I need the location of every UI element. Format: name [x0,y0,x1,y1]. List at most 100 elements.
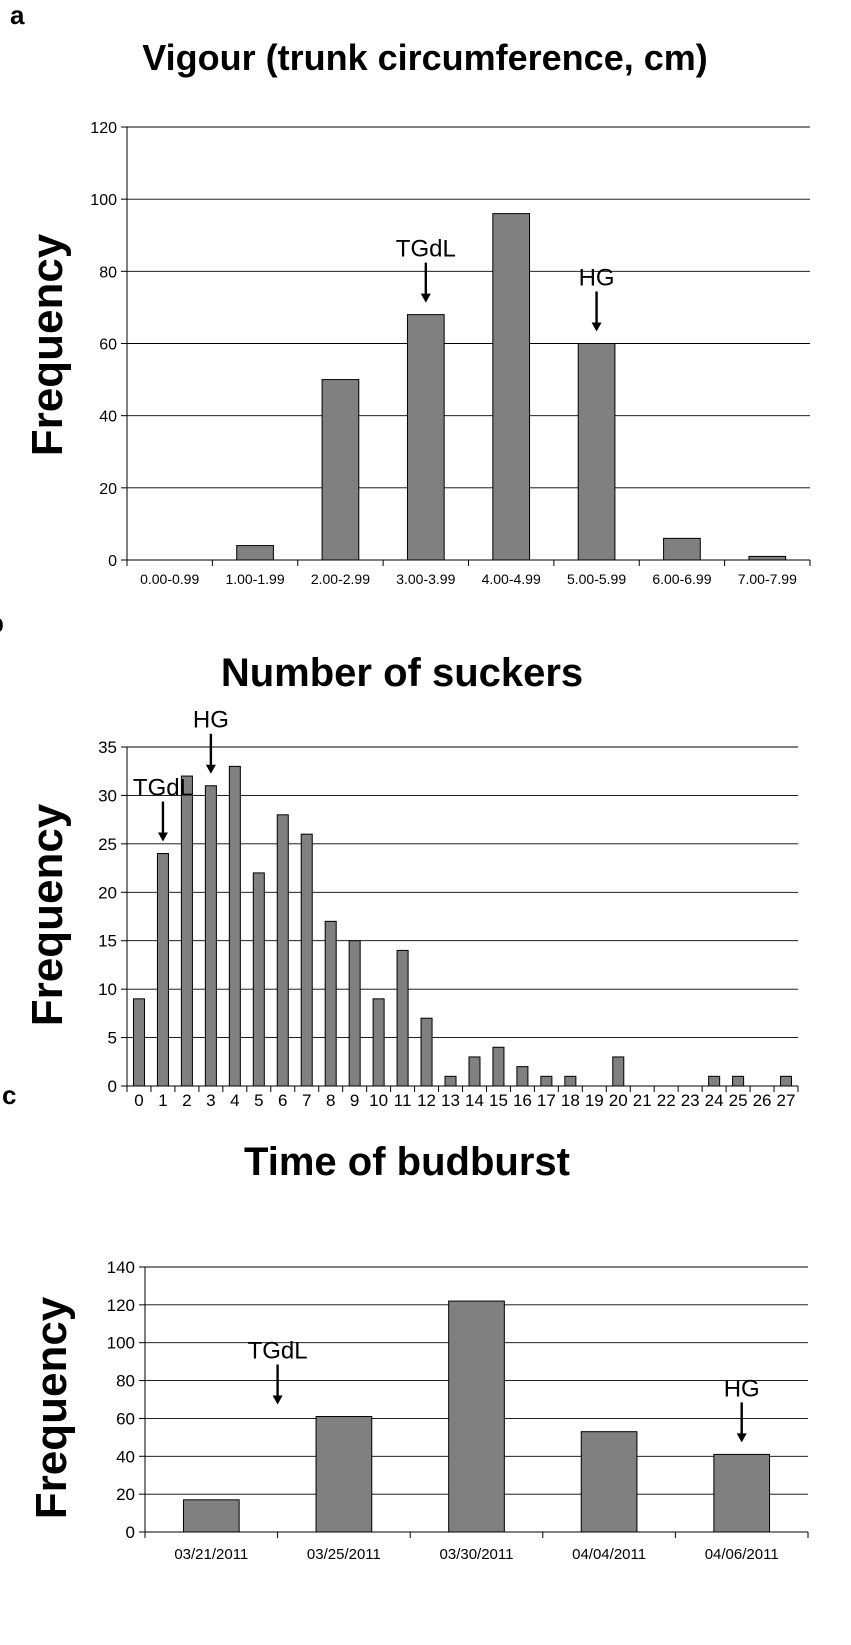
bar-10 [372,998,385,1087]
annotation-tgdl: TGdL [133,775,193,802]
x-tick-label: 4 [230,1091,239,1110]
bar-13 [444,1075,457,1087]
x-tick-label: 04/04/2011 [572,1546,646,1563]
y-axis-label: Frequency [27,1296,76,1519]
bar-04/06/2011 [713,1453,771,1533]
bar-03/25/2011 [315,1416,373,1533]
x-tick-label: 11 [394,1091,412,1110]
bar-24 [708,1075,721,1087]
annotation-hg: HG [724,1375,760,1402]
panel-label: b [0,608,4,638]
bar-15 [492,1046,505,1087]
x-tick-label: 6 [278,1091,287,1110]
bar-20 [612,1056,625,1087]
x-tick-label: 7 [302,1091,311,1110]
x-tick-label: 8 [326,1091,335,1110]
bar-3.00-3.99 [406,314,445,561]
bar-3 [204,785,217,1087]
x-tick-label: 9 [350,1091,359,1110]
bar-2 [180,775,193,1087]
x-tick-label: 19 [585,1091,604,1110]
bar-6.00-6.99 [663,537,701,561]
y-tick-label: 0 [108,1077,117,1096]
bar-4 [228,765,241,1087]
annotation-hg: HG [579,265,615,292]
y-tick-label: 80 [99,264,117,281]
bar-03/21/2011 [182,1499,240,1533]
x-tick-label: 27 [777,1091,796,1110]
y-tick-label: 5 [108,1029,117,1048]
bar-18 [564,1075,577,1087]
y-tick-label: 25 [98,835,117,854]
bar-5.00-5.99 [577,343,616,561]
y-tick-label: 100 [107,1334,135,1353]
chart-title: Vigour (trunk circumference, cm) [142,37,708,78]
x-tick-label: 20 [609,1091,628,1110]
y-tick-label: 140 [107,1258,135,1277]
bar-14 [468,1056,481,1087]
y-tick-label: 35 [98,738,117,757]
y-tick-label: 100 [90,192,117,209]
x-tick-label: 17 [537,1091,556,1110]
x-tick-label: 6.00-6.99 [652,571,711,587]
x-tick-label: 23 [681,1091,700,1110]
y-tick-label: 60 [99,337,117,354]
bar-16 [516,1066,529,1087]
panel-label: a [10,0,25,30]
x-tick-label: 14 [465,1091,484,1110]
bar-1.00-1.99 [236,545,274,561]
y-tick-label: 15 [98,932,117,951]
bar-5 [252,872,265,1087]
bar-2.00-2.99 [321,379,360,561]
annotation-tgdl: TGdL [248,1338,308,1365]
x-tick-label: 21 [633,1091,652,1110]
x-tick-label: 03/21/2011 [174,1546,248,1563]
x-tick-label: 2.00-2.99 [311,571,370,587]
x-tick-label: 15 [489,1091,508,1110]
arrow-head [157,832,168,842]
bar-1 [156,853,169,1087]
x-tick-label: 3 [206,1091,215,1110]
chart-b: bNumber of suckersFrequency0510152025303… [0,608,799,1110]
y-tick-label: 30 [98,786,117,805]
x-tick-label: 5.00-5.99 [567,571,626,587]
annotation-tgdl: TGdL [396,236,456,263]
bar-0 [132,998,145,1087]
bar-17 [540,1075,553,1087]
x-tick-label: 16 [513,1091,532,1110]
x-tick-label: 3.00-3.99 [396,571,455,587]
bar-25 [732,1075,745,1087]
arrow-head [205,764,216,774]
x-tick-label: 13 [441,1091,460,1110]
x-tick-label: 10 [369,1091,388,1110]
y-tick-label: 20 [98,883,117,902]
y-tick-label: 40 [99,409,117,426]
chart-title: Time of budburst [244,1140,570,1184]
bar-9 [348,940,361,1087]
x-tick-label: 2 [182,1091,191,1110]
y-tick-label: 80 [116,1372,135,1391]
x-tick-label: 0 [134,1091,143,1110]
x-tick-label: 26 [753,1091,772,1110]
chart-title: Number of suckers [221,651,583,695]
y-axis-label: Frequency [23,233,72,456]
arrow-head [420,293,431,303]
x-tick-label: 04/06/2011 [705,1546,779,1563]
bar-8 [324,920,337,1087]
x-tick-label: 7.00-7.99 [738,571,797,587]
y-tick-label: 10 [98,980,117,999]
x-tick-label: 0.00-0.99 [140,571,199,587]
bar-4.00-4.99 [492,213,531,561]
y-tick-label: 0 [108,553,117,570]
bar-27 [780,1075,793,1087]
bar-12 [420,1017,433,1087]
y-axis-label: Frequency [23,803,72,1026]
x-tick-label: 03/30/2011 [440,1546,514,1563]
annotation-hg: HG [193,707,229,734]
bar-6 [276,814,289,1087]
bar-7 [300,833,313,1087]
bar-04/04/2011 [580,1431,638,1533]
y-tick-label: 120 [90,120,117,137]
